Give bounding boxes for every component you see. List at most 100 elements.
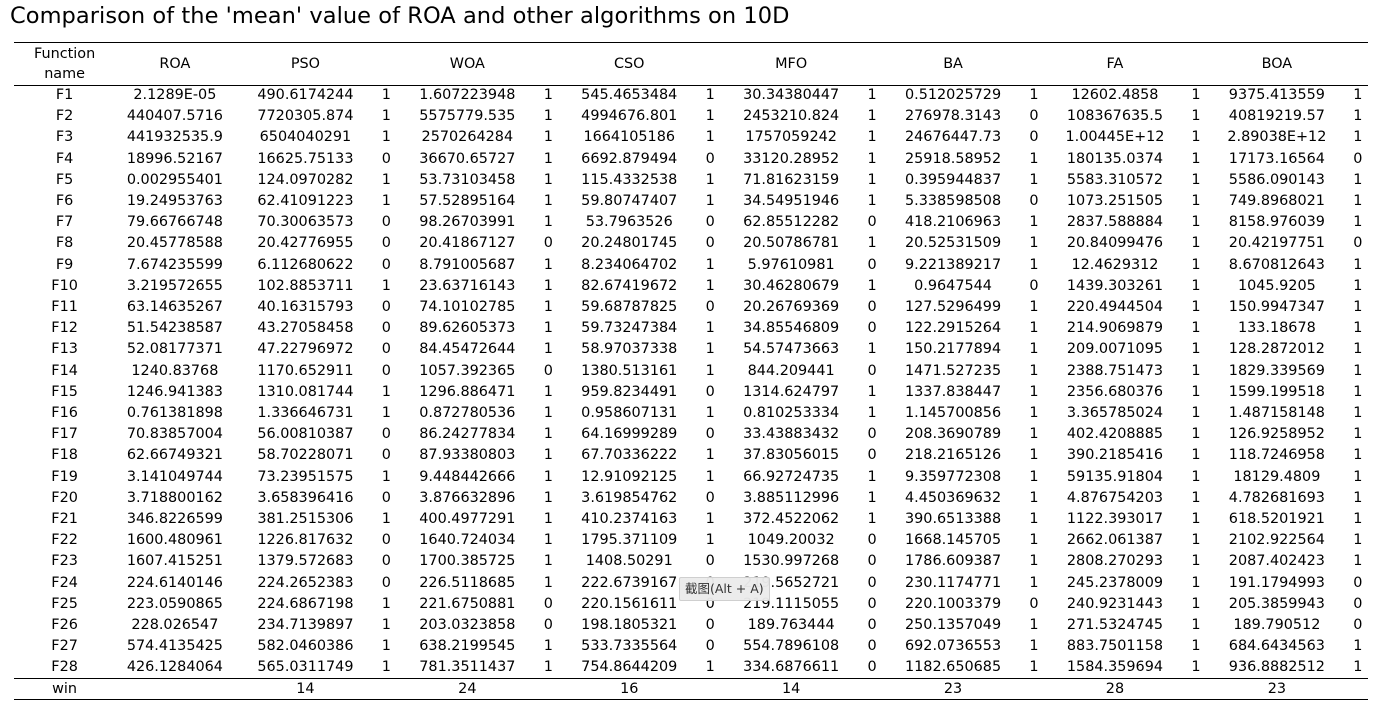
value-cell: 128.2872012 — [1228, 341, 1325, 358]
function-name-cell: F23 — [51, 553, 78, 570]
flag-cell: 1 — [1191, 320, 1201, 337]
function-name-cell: F20 — [51, 489, 78, 506]
table-top-rule — [14, 42, 1368, 44]
value-cell: 57.52895164 — [419, 193, 516, 210]
flag-cell: 1 — [381, 659, 391, 676]
value-cell: 1640.724034 — [419, 532, 516, 549]
value-cell: 221.6750881 — [419, 595, 516, 612]
flag-cell: 1 — [1353, 87, 1363, 103]
function-name-cell: F12 — [51, 320, 78, 337]
value-cell: 5.97610981 — [747, 256, 835, 273]
value-cell: 1314.624797 — [743, 383, 840, 400]
value-cell: 1182.650685 — [904, 659, 1002, 676]
flag-cell: 0 — [705, 150, 715, 167]
value-cell: 1.336646731 — [257, 405, 354, 422]
value-cell: 8.670812643 — [1228, 256, 1325, 273]
flag-cell: 1 — [705, 511, 715, 528]
function-name-cell: F16 — [51, 405, 78, 422]
flag-cell: 1 — [381, 193, 391, 210]
value-cell: 1829.339569 — [1228, 362, 1325, 379]
flag-cell: 0 — [867, 638, 877, 655]
flag-cell: 1 — [1353, 320, 1363, 337]
flag-cell: 0 — [1029, 129, 1039, 146]
win-count-cell — [538, 679, 558, 700]
value-cell: 6.112680622 — [257, 256, 354, 273]
flag-cell: 1 — [1353, 638, 1363, 655]
flag-cell: 0 — [1353, 235, 1363, 252]
value-cell: 12.91092125 — [581, 468, 678, 485]
value-cell: 70.30063573 — [257, 214, 354, 231]
header-flag — [862, 43, 882, 85]
flag-cell: 0 — [867, 214, 877, 231]
flag-cell: 1 — [381, 383, 391, 400]
header-flag — [1186, 43, 1206, 85]
flag-cell: 1 — [867, 405, 877, 422]
flag-cell: 1 — [705, 659, 715, 676]
flag-cell: 0 — [867, 574, 877, 591]
flag-cell: 1 — [705, 341, 715, 358]
value-cell: 574.4135425 — [126, 638, 223, 655]
value-cell: 936.8882512 — [1228, 659, 1325, 676]
flag-cell: 1 — [381, 468, 391, 485]
value-cell: 1170.652911 — [257, 362, 354, 379]
table-header-row: Function name ROA PSO WOA CSO MFO BA FA BOA — [14, 43, 1368, 85]
flag-cell: 1 — [1029, 511, 1039, 528]
value-cell: 20.42776955 — [257, 235, 354, 252]
flag-cell: 1 — [1353, 532, 1363, 549]
value-cell: 245.2378009 — [1066, 574, 1164, 591]
flag-cell: 1 — [543, 214, 553, 231]
value-cell: 3.718800162 — [126, 489, 223, 506]
screenshot-tooltip: 截图(Alt + A) — [679, 577, 770, 601]
value-cell: 1439.303261 — [1066, 277, 1164, 294]
flag-cell: 1 — [1029, 320, 1039, 337]
value-cell: 2837.588884 — [1066, 214, 1164, 231]
table-row: F28 426.1284064 565.0311749 1 781.3511437 1 75… — [14, 657, 1368, 678]
flag-cell: 1 — [1029, 87, 1039, 103]
flag-cell: 1 — [705, 277, 715, 294]
value-cell: 1379.572683 — [257, 553, 354, 570]
flag-cell: 1 — [1029, 553, 1039, 570]
value-cell: 122.2915264 — [904, 320, 1002, 337]
table-row: F26 228.026547 234.7139897 1 203.0323858 0 198… — [14, 615, 1368, 636]
flag-cell: 1 — [543, 489, 553, 506]
flag-cell: 1 — [1191, 299, 1201, 316]
value-cell: 3.619854762 — [581, 489, 678, 506]
value-cell: 418.2106963 — [904, 214, 1002, 231]
win-count-cell: 14 — [781, 680, 801, 697]
table-row: F25 223.0590865 224.6867198 1 221.6750881 0 22… — [14, 594, 1368, 615]
value-cell: 402.4208885 — [1066, 426, 1164, 443]
header-woa: WOA — [449, 56, 485, 72]
value-cell: 2808.270293 — [1066, 553, 1164, 570]
value-cell: 220.1561611 — [581, 595, 678, 612]
flag-cell: 1 — [1191, 129, 1201, 146]
flag-cell: 1 — [1191, 171, 1201, 188]
value-cell: 1310.081744 — [257, 383, 354, 400]
value-cell: 0.512025729 — [904, 87, 1002, 103]
value-cell: 1246.941383 — [126, 383, 223, 400]
value-cell: 12.4629312 — [1071, 256, 1159, 273]
value-cell: 1337.838447 — [904, 383, 1002, 400]
value-cell: 20.26769369 — [743, 299, 840, 316]
value-cell: 224.2652383 — [257, 574, 354, 591]
value-cell: 441932535.9 — [126, 129, 223, 146]
table-row: F1 2.1289E-05 490.6174244 1 1.607223948 1 545.… — [14, 85, 1368, 106]
value-cell: 565.0311749 — [257, 659, 354, 676]
flag-cell: 1 — [543, 171, 553, 188]
value-cell: 220.1003379 — [904, 595, 1002, 612]
value-cell: 3.885112996 — [743, 489, 840, 506]
win-count-cell — [700, 679, 720, 700]
flag-cell: 0 — [1353, 617, 1363, 634]
table-row: F19 3.141049744 73.23951575 1 9.448442666 1 12… — [14, 467, 1368, 488]
flag-cell: 1 — [705, 447, 715, 464]
value-cell: 1599.199518 — [1228, 383, 1325, 400]
flag-cell: 0 — [1353, 574, 1363, 591]
value-cell: 127.5296499 — [904, 299, 1002, 316]
value-cell: 2102.922564 — [1228, 532, 1325, 549]
header-roa: ROA — [159, 56, 191, 72]
function-name-cell: F15 — [51, 383, 78, 400]
value-cell: 62.41091223 — [257, 193, 354, 210]
flag-cell: 1 — [1029, 362, 1039, 379]
flag-cell: 1 — [1191, 426, 1201, 443]
value-cell: 1.607223948 — [419, 87, 516, 103]
flag-cell: 1 — [1191, 108, 1201, 125]
